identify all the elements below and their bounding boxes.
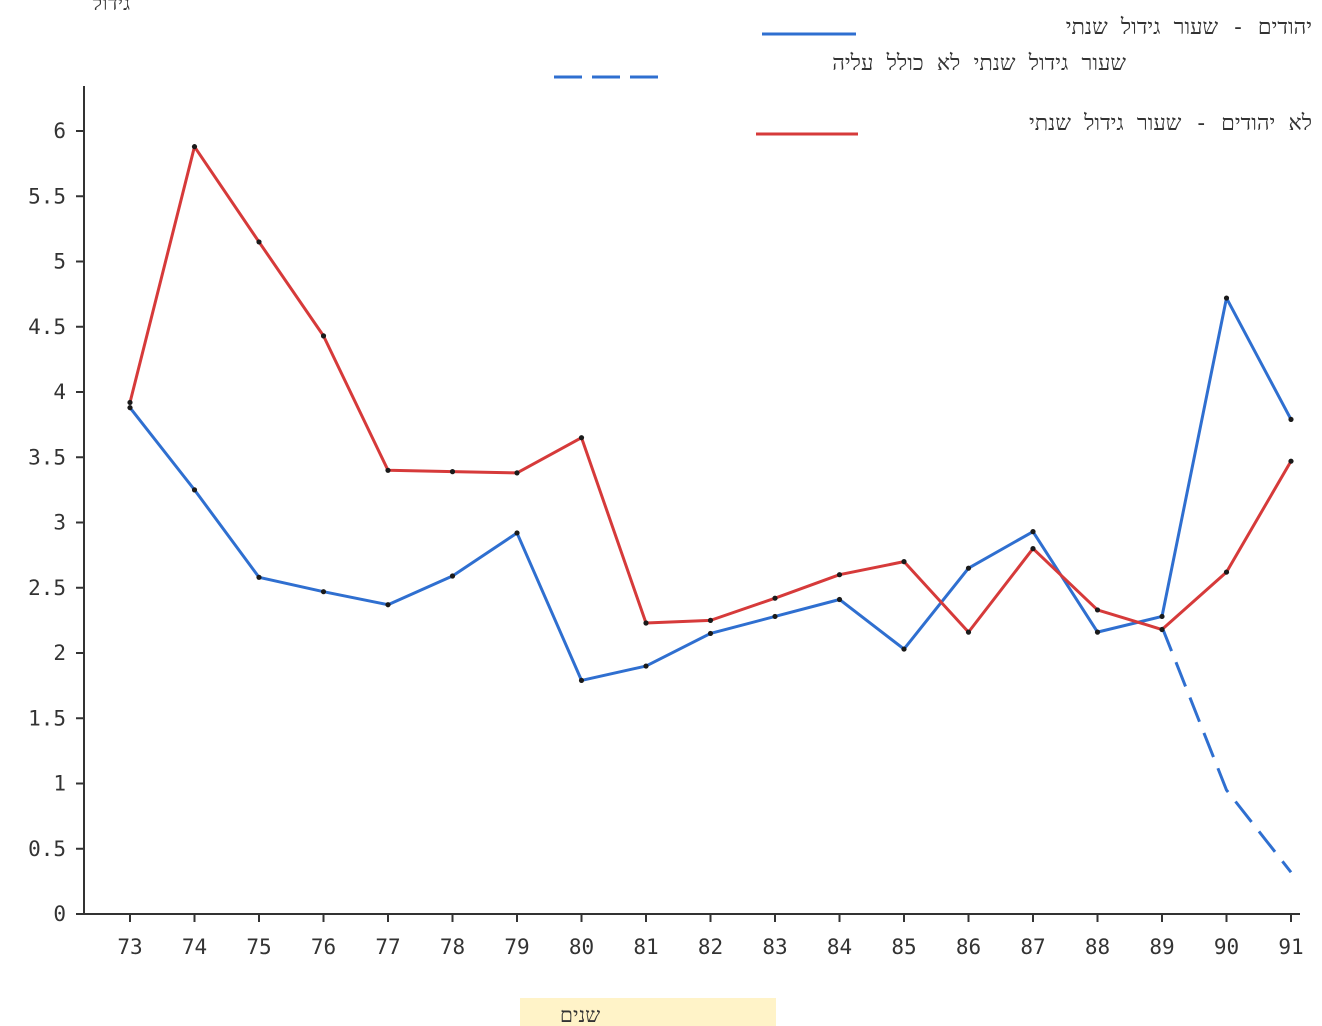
y-tick-label: 4.5 <box>28 315 66 339</box>
data-point <box>127 405 132 410</box>
series-line-0 <box>130 298 1291 680</box>
data-point <box>192 144 197 149</box>
y-tick-label: 5 <box>53 250 66 274</box>
data-point <box>1159 627 1164 632</box>
data-point <box>901 646 906 651</box>
data-point <box>1030 529 1035 534</box>
x-tick-label: 89 <box>1149 935 1174 959</box>
y-tick-label: 5.5 <box>28 184 66 208</box>
x-tick-label: 74 <box>182 935 207 959</box>
data-point <box>450 573 455 578</box>
data-point <box>127 400 132 405</box>
x-tick-label: 85 <box>891 935 916 959</box>
series-layer <box>127 144 1293 872</box>
data-point <box>772 614 777 619</box>
x-axis-title-highlight <box>520 998 776 1026</box>
legend-label-jews: יהודים - שעור גידול שנתי <box>1066 15 1312 40</box>
legend: יהודים - שעור גידול שנתי שעור גידול שנתי… <box>554 15 1312 136</box>
x-tick-label: 83 <box>762 935 787 959</box>
y-axis-title: גידול <box>91 0 130 15</box>
data-point <box>772 596 777 601</box>
x-axis-title: שנים <box>560 1003 600 1026</box>
data-point <box>966 566 971 571</box>
series-line-1 <box>1162 627 1291 872</box>
y-tick-label: 4 <box>53 380 66 404</box>
y-tick-label: 2.5 <box>28 576 66 600</box>
x-tick-label: 77 <box>375 935 400 959</box>
data-point <box>450 469 455 474</box>
data-point <box>192 487 197 492</box>
x-tick-label: 80 <box>569 935 594 959</box>
x-tick-label: 78 <box>440 935 465 959</box>
data-point <box>643 663 648 668</box>
data-point <box>966 630 971 635</box>
x-tick-label: 79 <box>504 935 529 959</box>
data-point <box>256 575 261 580</box>
y-tick-label: 1 <box>53 772 66 796</box>
y-tick-label: 2 <box>53 641 66 665</box>
x-tick-label: 75 <box>246 935 271 959</box>
data-point <box>321 333 326 338</box>
y-tick-label: 0 <box>53 902 66 926</box>
data-point <box>837 597 842 602</box>
data-point <box>901 559 906 564</box>
legend-label-non-jews: לא יהודים - שעור גידול שנתי <box>1029 111 1312 136</box>
y-tick-label: 3.5 <box>28 445 66 469</box>
data-point <box>579 435 584 440</box>
data-point <box>1030 546 1035 551</box>
x-tick-label: 86 <box>956 935 981 959</box>
x-tick-label: 90 <box>1214 935 1239 959</box>
data-point <box>1095 607 1100 612</box>
data-point <box>579 678 584 683</box>
series-line-2 <box>130 147 1291 632</box>
data-point <box>1224 295 1229 300</box>
data-point <box>708 631 713 636</box>
x-tick-label: 76 <box>311 935 336 959</box>
y-tick-label: 3 <box>53 511 66 535</box>
data-point <box>1095 630 1100 635</box>
data-point <box>1288 417 1293 422</box>
x-tick-label: 82 <box>698 935 723 959</box>
x-tick-label: 81 <box>633 935 658 959</box>
x-tick-label: 84 <box>827 935 852 959</box>
y-tick-label: 0.5 <box>28 837 66 861</box>
x-tick-label: 87 <box>1020 935 1045 959</box>
data-point <box>643 620 648 625</box>
data-point <box>514 530 519 535</box>
data-point <box>385 602 390 607</box>
x-tick-label: 73 <box>117 935 142 959</box>
data-point <box>385 468 390 473</box>
data-point <box>1224 569 1229 574</box>
data-point <box>1159 614 1164 619</box>
legend-label-no-immigration: שעור גידול שנתי לא כולל עליה <box>832 51 1126 76</box>
y-axis-ticks: 0 0.5 1 1.5 2 2.5 3 3.5 4 4.5 5 5.5 6 <box>28 119 84 926</box>
data-point <box>1288 459 1293 464</box>
data-point <box>708 618 713 623</box>
data-point <box>256 239 261 244</box>
y-tick-label: 1.5 <box>28 706 66 730</box>
y-tick-label: 6 <box>53 119 66 143</box>
x-tick-label: 88 <box>1085 935 1110 959</box>
x-tick-label: 91 <box>1278 935 1303 959</box>
x-axis-ticks: 73 74 75 76 77 78 79 80 81 82 83 84 85 86 87 88 89 90 91 <box>117 914 1303 959</box>
data-point <box>837 572 842 577</box>
data-point <box>514 470 519 475</box>
data-point <box>321 589 326 594</box>
